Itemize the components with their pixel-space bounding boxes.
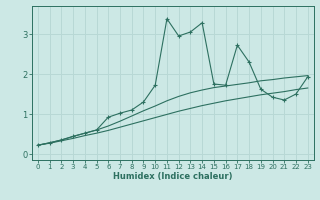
X-axis label: Humidex (Indice chaleur): Humidex (Indice chaleur) bbox=[113, 172, 233, 181]
